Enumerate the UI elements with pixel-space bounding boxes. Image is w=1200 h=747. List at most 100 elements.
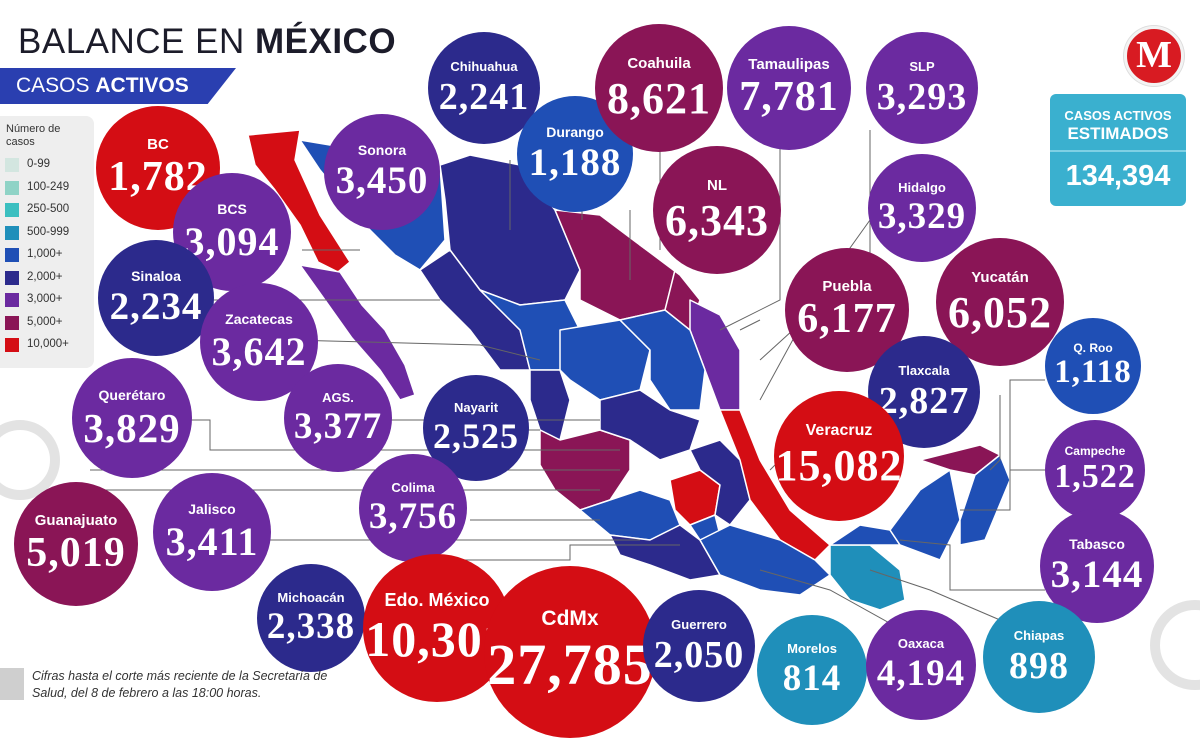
logo-letter: M [1136, 34, 1172, 76]
state-bubble: Morelos 814 [757, 615, 867, 725]
legend-swatch [5, 158, 19, 172]
state-value: 8,621 [607, 74, 711, 123]
state-name: Tabasco [1069, 536, 1125, 552]
state-name: Yucatán [971, 269, 1029, 286]
total-label-line1: CASOS ACTIVOS [1064, 108, 1172, 123]
state-name: Puebla [822, 278, 872, 295]
footnote: Cifras hasta el corte más reciente de la… [32, 669, 328, 700]
state-value: 3,642 [211, 329, 307, 374]
title-light: BALANCE EN [18, 22, 245, 61]
legend-label: 2,000+ [27, 270, 63, 283]
state-name: Edo. México [384, 590, 490, 610]
leader-line [719, 120, 781, 331]
leader-line [960, 469, 1045, 511]
region-veracruz [719, 409, 831, 561]
milenio-logo: M [1124, 26, 1184, 86]
legend-swatch [5, 270, 19, 285]
subtitle-bold: ACTIVOS [95, 74, 189, 97]
state-name: Durango [546, 124, 604, 140]
state-value: 3,144 [1050, 553, 1144, 596]
state-bubble: BCS 3,094 [173, 173, 291, 291]
state-name: Chiapas [1013, 628, 1065, 643]
subtitle-light: CASOS [16, 74, 90, 97]
title-bold: MÉXICO [254, 22, 397, 61]
total-label-line2: ESTIMADOS [1067, 124, 1169, 143]
state-bubble: CdMx 27,785 [484, 566, 656, 738]
legend-label: 250-500 [27, 203, 70, 215]
state-bubble: Tamaulipas 7,781 [727, 26, 851, 150]
state-name: Guanajuato [34, 512, 118, 529]
state-bubble: Hidalgo 3,329 [868, 154, 976, 262]
state-bubble: NL 6,343 [653, 146, 781, 274]
leader-line [190, 419, 620, 451]
leader-line [869, 569, 1001, 621]
state-bubble: Sonora 3,450 [324, 114, 440, 230]
state-value: 2,338 [266, 606, 356, 647]
state-value: 2,234 [109, 285, 203, 328]
state-value: 3,450 [335, 159, 429, 202]
legend-swatch [5, 203, 19, 217]
state-name: Querétaro [98, 387, 166, 403]
state-bubble: Jalisco 3,411 [153, 473, 271, 591]
state-name: Chihuahua [450, 59, 518, 74]
state-value: 1,522 [1054, 458, 1136, 495]
state-value: 2,050 [653, 634, 745, 676]
legend-swatch [5, 315, 19, 330]
state-name: Sinaloa [131, 268, 181, 284]
leader-line [989, 395, 1001, 471]
state-bubble: Sinaloa 2,234 [98, 240, 214, 356]
page-title: BALANCE EN MÉXICO [18, 22, 396, 62]
legend-label: 500-999 [27, 225, 70, 238]
leader-line [1009, 379, 1045, 485]
virus-decoration-left [0, 420, 60, 500]
state-bubble: Michoacán 2,338 [257, 564, 365, 672]
total-active-cases-box: CASOS ACTIVOS ESTIMADOS 134,394 [1050, 94, 1186, 206]
state-name: NL [707, 177, 727, 194]
state-value: 5,019 [26, 530, 126, 576]
region-bcs [299, 264, 416, 401]
state-bubble: Chiapas 898 [983, 601, 1095, 713]
state-value: 3,377 [293, 406, 383, 447]
leader-line [739, 319, 761, 331]
footnote-marker [0, 668, 24, 700]
state-name: Jalisco [188, 501, 236, 517]
state-value: 2,241 [438, 76, 530, 118]
state-value: 2,827 [878, 380, 970, 422]
state-name: Q. Roo [1073, 341, 1113, 355]
state-bubble: Veracruz 15,082 [774, 391, 904, 521]
state-bubble: Guanajuato 5,019 [14, 482, 138, 606]
leader-line [420, 544, 680, 561]
subtitle: CASOS ACTIVOS [16, 74, 189, 98]
total-value: 134,394 [1065, 160, 1171, 192]
state-name: BCS [217, 201, 247, 217]
region-tabasco [829, 524, 901, 546]
state-bubble: Chihuahua 2,241 [428, 32, 540, 144]
state-name: Veracruz [805, 422, 873, 439]
state-name: Michoacán [277, 590, 345, 605]
legend-label: 5,000+ [27, 315, 63, 328]
state-bubble: Q. Roo 1,118 [1045, 318, 1141, 414]
state-name: SLP [909, 59, 935, 74]
state-name: Zacatecas [225, 311, 293, 327]
state-value: 3,756 [368, 496, 458, 537]
virus-decoration-right [1150, 600, 1200, 690]
state-bubble: AGS. 3,377 [284, 364, 392, 472]
state-value: 6,052 [948, 288, 1052, 337]
legend-label: 1,000+ [27, 248, 63, 260]
legend-item: 5,000+ [5, 314, 91, 332]
state-name: Morelos [787, 641, 837, 656]
state-value: 15,082 [775, 441, 903, 490]
legend-item: 0-99 [5, 156, 91, 174]
state-bubble: Querétaro 3,829 [72, 358, 192, 478]
state-bubble: Oaxaca 4,194 [866, 610, 976, 720]
state-bubble: Puebla 6,177 [785, 248, 909, 372]
state-value: 3,329 [877, 196, 967, 237]
state-name: Hidalgo [898, 180, 946, 195]
legend-item: 250-500 [5, 201, 91, 219]
state-bubble: Coahuila 8,621 [595, 24, 723, 152]
legend-swatch [5, 225, 19, 240]
state-name: Tlaxcala [898, 363, 950, 378]
legend-item: 2,000+ [5, 269, 91, 287]
state-bubble: Colima 3,756 [359, 454, 467, 562]
state-value: 2,525 [433, 416, 519, 456]
